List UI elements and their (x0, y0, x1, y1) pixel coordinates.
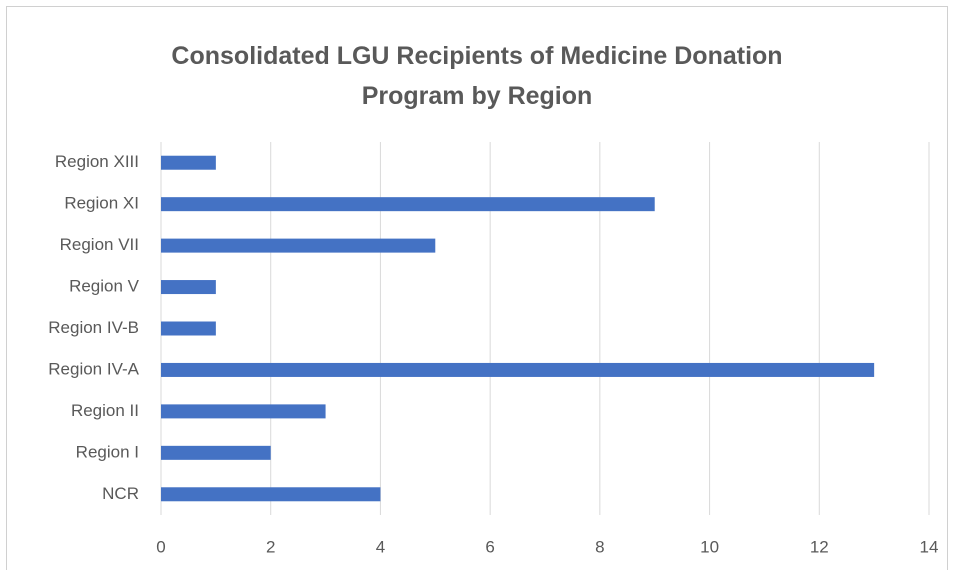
bar (161, 404, 326, 419)
bar (161, 362, 875, 377)
y-tick-label: Region I (76, 442, 139, 461)
y-tick-label: Region II (71, 401, 139, 420)
x-tick-label: 8 (595, 537, 604, 556)
y-tick-label: Region IV-B (48, 318, 139, 337)
chart-frame (6, 6, 948, 570)
y-tick-label: Region VII (60, 235, 139, 254)
x-tick-label: 10 (700, 537, 719, 556)
y-tick-label: Region IV-A (48, 359, 139, 378)
y-tick-label: Region V (69, 277, 140, 296)
bar (161, 280, 216, 295)
y-tick-label: Region XIII (55, 152, 139, 171)
x-tick-label: 2 (266, 537, 275, 556)
bar (161, 321, 216, 336)
bar (161, 197, 655, 212)
x-tick-label: 4 (376, 537, 385, 556)
bar (161, 445, 271, 460)
x-tick-label: 14 (920, 537, 939, 556)
x-tick-label: 12 (810, 537, 829, 556)
bar (161, 487, 381, 502)
y-tick-label: NCR (102, 484, 139, 503)
y-tick-label: Region XI (64, 194, 139, 213)
bar (161, 155, 216, 170)
x-tick-label: 6 (485, 537, 494, 556)
bar (161, 238, 436, 253)
x-tick-label: 0 (156, 537, 165, 556)
chart-title: Consolidated LGU Recipients of Medicine … (171, 42, 783, 110)
